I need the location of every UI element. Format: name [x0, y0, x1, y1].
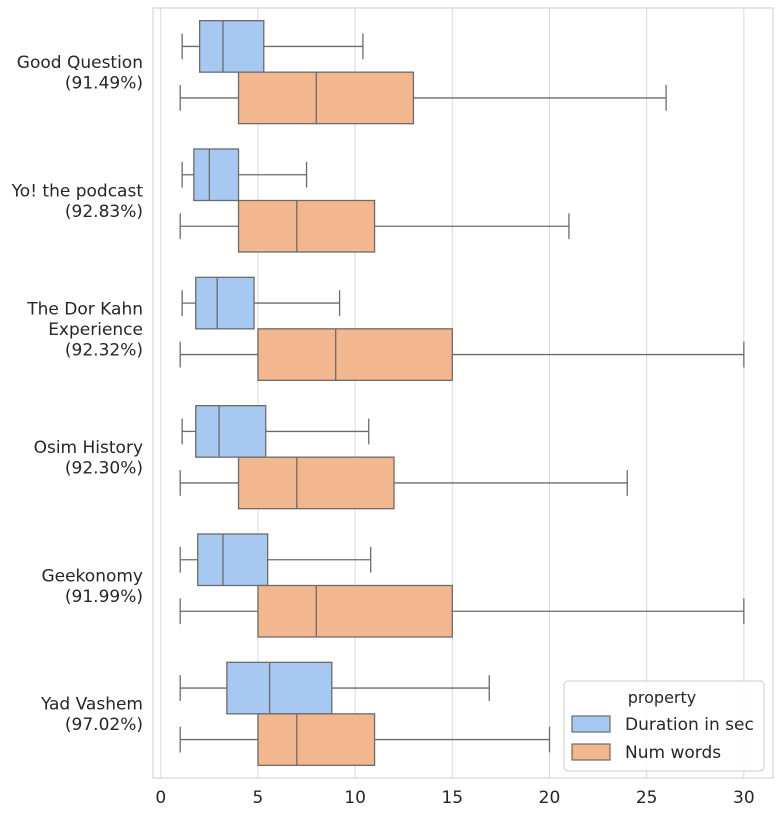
- y-tick-label-line: (92.30%): [65, 458, 143, 478]
- box-iqr: [237, 199, 376, 253]
- box-iqr: [226, 661, 333, 715]
- legend-frame: [563, 680, 765, 772]
- box-iqr: [257, 584, 453, 638]
- y-tick-label-line: (92.83%): [65, 202, 143, 222]
- x-tick-label: 5: [253, 788, 264, 808]
- box-num-words-2: [179, 328, 745, 381]
- y-tick-label-line: The Dor Kahn: [26, 299, 143, 319]
- box-iqr: [197, 533, 269, 587]
- box-num-words-0: [179, 71, 667, 125]
- y-tick-label-line: (91.99%): [65, 587, 143, 607]
- y-tick-label: Good Question (91.49%): [17, 53, 143, 94]
- legend-label: Duration in sec: [625, 715, 754, 735]
- box-duration-4: [179, 533, 372, 587]
- y-tick-label-line: Experience: [48, 320, 143, 340]
- box-iqr: [237, 456, 395, 510]
- x-tick-label: 25: [636, 788, 658, 808]
- box-num-words-5: [179, 713, 551, 766]
- y-tick-label: Osim History (92.30%): [34, 438, 143, 479]
- box-duration-2: [181, 276, 341, 330]
- y-tick-label-line: Osim History: [34, 438, 143, 458]
- y-tick-label: Yo! the podcast (92.83%): [11, 181, 144, 222]
- legend-title: property: [628, 688, 697, 707]
- x-tick-label: 0: [155, 788, 166, 808]
- box-duration-1: [181, 148, 308, 202]
- box-num-words-3: [179, 456, 628, 510]
- box-iqr: [198, 20, 265, 73]
- legend-swatch: [571, 743, 611, 761]
- y-tick-label-line: (97.02%): [65, 715, 143, 735]
- box-duration-3: [181, 405, 370, 458]
- box-iqr: [237, 71, 415, 125]
- box-iqr: [193, 148, 240, 202]
- x-tick-label: 10: [344, 788, 366, 808]
- y-tick-label-line: Yo! the podcast: [11, 181, 144, 201]
- legend-label: Num words: [625, 743, 721, 763]
- box-iqr: [195, 276, 255, 330]
- legend: property Duration in sec Num words: [563, 680, 765, 772]
- box-iqr: [257, 713, 376, 766]
- y-tick-label-line: Yad Vashem: [40, 695, 143, 715]
- y-tick-label: Geekonomy (91.99%): [41, 566, 143, 607]
- y-tick-label: The Dor Kahn Experience (92.32%): [26, 299, 143, 360]
- y-tick-label-line: (92.32%): [65, 340, 143, 360]
- box-duration-5: [179, 661, 490, 715]
- box-num-words-4: [179, 584, 745, 638]
- box-iqr: [195, 405, 267, 458]
- y-tick-label: Yad Vashem (97.02%): [40, 695, 143, 736]
- y-tick-label-line: Good Question: [17, 53, 143, 73]
- y-tick-label-line: Geekonomy: [41, 566, 143, 586]
- y-tick-label-line: (91.49%): [65, 73, 143, 93]
- plot-frame: [152, 7, 774, 779]
- box-num-words-1: [179, 199, 570, 253]
- box-iqr: [257, 328, 453, 381]
- x-tick-label: 15: [441, 788, 463, 808]
- x-tick-label: 20: [539, 788, 561, 808]
- legend-swatch: [571, 715, 611, 733]
- x-tick-label: 30: [733, 788, 755, 808]
- box-duration-0: [181, 20, 364, 73]
